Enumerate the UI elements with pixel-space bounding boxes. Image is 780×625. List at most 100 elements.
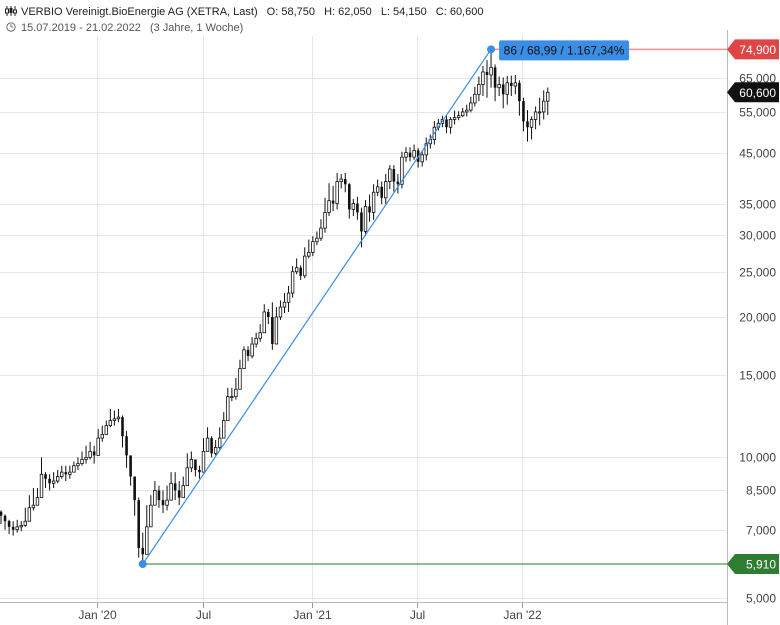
instrument-title: VERBIO Vereinigt.BioEnergie AG (XETRA, L… [21, 6, 258, 18]
clock-icon [6, 22, 16, 32]
y-tick-label: 20,000 [739, 311, 776, 325]
candle-body-up [542, 100, 546, 113]
y-tick-label: 8,500 [746, 484, 776, 498]
candle-body-up [153, 489, 157, 506]
candle-body-down [368, 206, 371, 213]
candle-body-up [96, 437, 100, 456]
candle-body-up [222, 420, 226, 439]
candle-body-up [460, 111, 465, 117]
candle-body-up [181, 485, 185, 499]
y-tick-label: 15,000 [739, 369, 776, 383]
candle-body-up [112, 418, 117, 421]
last-price-marker-box [727, 82, 779, 103]
candle-body-down [141, 547, 145, 555]
candle-body-up [238, 368, 242, 390]
candle-body-down [267, 311, 270, 317]
candle-body-up [205, 437, 210, 452]
candle-body-up [217, 437, 222, 448]
candle-body-up [456, 115, 461, 118]
candle-body-down [129, 455, 132, 477]
candle-body-up [226, 396, 230, 421]
y-tick-label: 7,000 [746, 524, 776, 538]
chart-period: 15.07.2019 - 21.02.2022 (3 Jahre, 1 Woch… [5, 22, 243, 34]
candle-body-up [68, 471, 72, 475]
close-value: C: 60,600 [435, 6, 484, 18]
candle-body-up [335, 181, 339, 204]
candle-body-up [19, 525, 23, 528]
candle-body-up [481, 71, 485, 85]
high-value: H: 62,050 [324, 6, 372, 18]
last-price-marker-label: 60,600 [739, 86, 776, 100]
candle-body-down [522, 101, 525, 122]
x-tick-label: Jul [196, 608, 211, 622]
candle-body-up [88, 451, 92, 458]
candle-body-down [518, 82, 521, 102]
candle-body-up [51, 480, 56, 484]
candle-body-up [412, 149, 416, 158]
candle-body-up [294, 267, 299, 273]
candle-body-down [408, 152, 412, 158]
candle-body-up [477, 84, 481, 95]
candle-body-up [230, 396, 234, 399]
candle-body-down [343, 179, 347, 185]
candle-body-up [384, 181, 388, 199]
candle-body-down [48, 478, 51, 484]
y-tick-label: 65,000 [739, 72, 776, 86]
candle-body-down [348, 184, 351, 210]
candle-body-up [262, 311, 266, 334]
candle-body-up [546, 91, 550, 102]
candle-body-down [526, 121, 529, 128]
trend-annotation-label: 86 / 68,99 / 1.167,34% [504, 43, 625, 57]
candle-body-up [363, 206, 368, 232]
candle-body-down [380, 186, 383, 198]
candle-body-up [315, 237, 319, 243]
candle-body-up [23, 520, 27, 526]
candle-body-up [242, 349, 246, 370]
candle-body-down [271, 316, 274, 345]
period-span: (3 Jahre, 1 Woche) [149, 22, 244, 34]
candle-body-up [307, 252, 311, 257]
candle-body-up [213, 447, 218, 454]
candle-body-up [56, 476, 60, 482]
candle-body-up [201, 451, 206, 473]
candle-body-up [35, 497, 40, 506]
trend-line [142, 49, 492, 565]
candle-body-up [505, 82, 509, 95]
candle-body-up [404, 152, 408, 158]
candle-body-down [501, 84, 505, 95]
candle-body-up [84, 457, 88, 460]
candle-body-up [100, 434, 104, 439]
candle-body-up [473, 93, 477, 104]
candle-body-down [137, 500, 140, 548]
candle-body-up [254, 337, 258, 345]
candle-body-down [396, 181, 400, 185]
candle-body-up [274, 316, 279, 345]
candle-body-up [149, 504, 153, 528]
candle-body-up [286, 292, 291, 303]
candle-body-up [400, 156, 404, 185]
candle-body-up [250, 343, 254, 357]
x-tick-label: Jul [410, 608, 425, 622]
candle-body-up [278, 306, 283, 318]
candle-body-up [27, 507, 32, 522]
candle-body-up [420, 154, 424, 163]
candle-body-up [104, 425, 108, 435]
candle-body-down [360, 212, 363, 232]
candle-body-down [210, 438, 213, 454]
candlestick-icon [5, 6, 17, 16]
candle-body-down [392, 169, 396, 182]
candle-body-up [351, 203, 356, 210]
candle-body-up [165, 499, 169, 506]
open-value: O: 58,750 [266, 6, 315, 18]
candle-body-up [258, 332, 262, 339]
candle-body-down [7, 521, 11, 527]
high-price-marker-label: 74,900 [739, 43, 776, 57]
candle-body-up [327, 200, 331, 213]
y-tick-label: 45,000 [739, 147, 776, 161]
candle-body-up [169, 482, 173, 501]
candle-body-up [145, 526, 149, 555]
candle-body-down [157, 490, 161, 501]
candle-body-up [15, 526, 19, 531]
candle-body-down [356, 203, 359, 213]
